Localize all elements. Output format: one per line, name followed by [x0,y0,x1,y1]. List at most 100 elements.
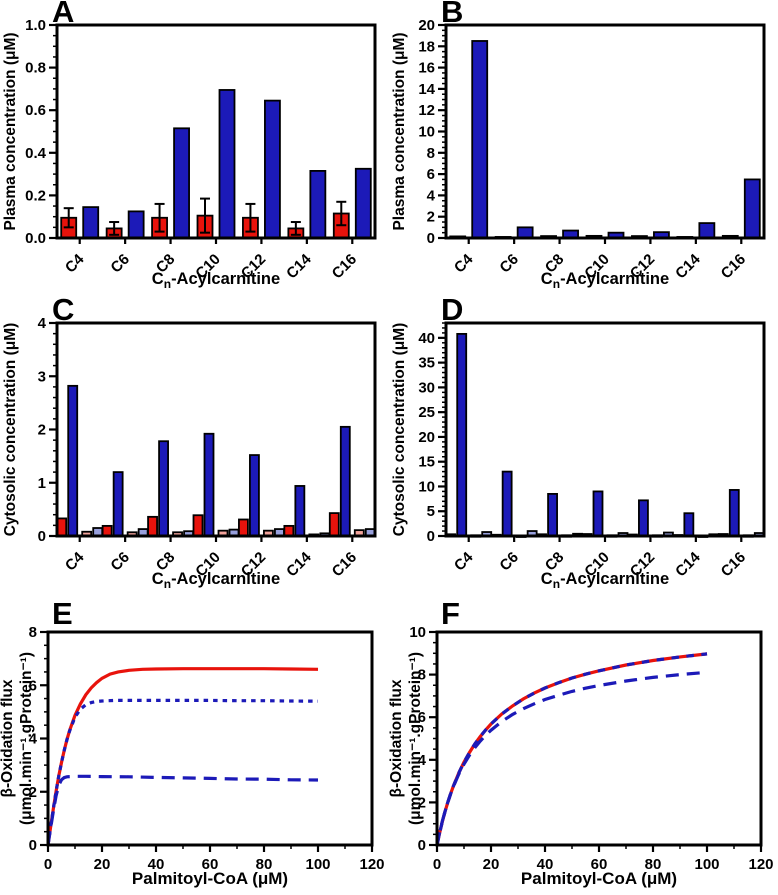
panel-b: 0 2 4 6 8 10 12 14 16 18 20 C4 C6 C8 C10 C12 C14 C16 Plasm… [389,0,778,298]
bar-red-bars-C4 [56,517,68,537]
bar-blue-bars-C14 [683,512,695,537]
x-category-label: C6 [107,251,133,277]
x-category-label: C14 [672,548,704,580]
error-bar-C4 [63,207,74,229]
x-tick-label: 0 [433,856,441,873]
chart-a: 0.00.20.40.60.81.0C4 C6 C8 C10 C12 C14 C16Plas… [2,17,377,291]
bar-blue-bars-C10 [203,432,215,537]
y-tick-label: 5 [427,503,435,520]
y-tick-label: 10 [418,124,435,141]
x-axis-label: Palmitoyl-CoA (μM) [521,869,677,888]
bar-blue-bars-C8 [547,492,558,537]
bar-blue-bars-C16 [743,178,761,239]
curve-blue-short-dash [46,698,319,846]
y-tick-label: 1.0 [25,17,46,34]
y-tick-label: 4 [29,731,38,748]
x-category-label: C6 [107,549,133,575]
y-tick-label: 3 [38,368,46,385]
x-category-label: C16 [718,549,749,580]
bar-red-bars-C16 [328,512,340,537]
bar-blue-bars-C16 [339,425,351,537]
bar-blue-bars-C6 [516,226,534,239]
y-tick-label: 25 [418,404,435,421]
bar-blue-bars-C12 [249,454,260,537]
x-category-label: C4 [62,250,88,276]
bar-blue-bars-C4 [82,206,100,239]
panel-f: 0 2 4 6 8 10 0 20 40 60 80 100 120 β-Oxidation flux (μ… [389,596,778,895]
y-tick-label: 10 [418,478,435,495]
y-axis-label-line1: β-Oxidation flux [0,679,16,797]
plot-border [444,23,766,240]
x-category-label: C6 [496,549,522,575]
y-tick-label: 1 [38,475,46,492]
bar-blue-bars-C10 [592,490,604,537]
bar-blue-bars-C16 [354,167,372,239]
panel-letter-f: F [441,596,460,631]
x-tick-label: 80 [645,856,662,873]
x-category-label: C4 [451,250,477,276]
y-tick-label: 4 [427,187,436,204]
y-axis-label: Cytosolic concentration (μM) [391,323,408,537]
curve-blue-short-dash-overlay [435,652,708,846]
x-tick-label: 40 [148,856,165,873]
bar-red-bars-C6 [101,524,113,537]
y-tick-label: 30 [418,379,435,396]
y-tick-label: 0.6 [25,102,46,119]
bar-blue-bars-C14 [698,222,716,239]
panel-e: 0 2 4 6 8 0 20 40 60 80 100 120 β-Oxidation flux (μmo… [0,596,389,895]
y-tick-label: 12 [418,102,435,119]
y-tick-label: 6 [29,677,37,694]
bar-blue-bars-C4 [456,332,468,537]
x-tick-label: 120 [748,856,773,873]
y-axis-label: Cytosolic concentration (μM) [2,323,19,537]
plot-border [435,630,763,847]
y-tick-label: 0.2 [25,187,46,204]
x-tick-label: 80 [256,856,273,873]
panel-letter-d: D [441,292,464,327]
bar-blue-bars-C12 [264,99,281,239]
x-category-label: C4 [62,548,88,574]
y-axis-label: Plasma concentration (μM) [391,32,408,230]
x-axis-label: Cn-Acylcarnitine [152,570,280,591]
x-category-label: C16 [329,549,360,580]
error-bar-C8 [154,202,165,233]
curve-red-solid [46,667,319,846]
series-blue-bars [471,40,761,239]
x-tick-label: 0 [44,856,52,873]
x-category-label: C4 [451,548,477,574]
error-bar-C10 [200,197,210,234]
series-blue-bars [456,332,740,537]
bar-blue-bars-C14 [309,170,327,239]
x-axis-label: Cn-Acylcarnitine [541,570,669,591]
y-tick-label: 0 [427,528,435,545]
x-tick-label: 100 [305,856,330,873]
bar-blue-bars-C6 [127,210,145,239]
y-tick-label: 16 [418,60,435,77]
series-red-bars [60,197,350,239]
bar-blue-bars-C10 [218,89,236,239]
x-tick-label: 60 [591,856,608,873]
x-tick-label: 100 [694,856,719,873]
plot-border [46,630,374,847]
x-tick-label: 20 [483,856,500,873]
panel-letter-b: B [441,0,464,29]
x-tick-label: 120 [359,856,384,873]
bar-blue-bars-C8 [173,127,190,239]
bar-red-bars-C10 [192,514,204,537]
series-blue-bars [82,89,372,239]
y-axis-label-line1: β-Oxidation flux [389,679,405,797]
bar-blue-bars-C6 [501,470,513,537]
y-tick-label: 0.4 [25,145,47,162]
panel-letter-a: A [52,0,75,29]
y-tick-label: 6 [427,166,435,183]
y-tick-label: 14 [418,81,435,98]
y-tick-label: 2 [29,784,37,801]
panel-a: 0.0 0.2 0.4 0.6 0.8 1.0 C4 C6 C8 C10 C12 C14 C16 Plas… [0,0,389,298]
x-axis-label: Palmitoyl-CoA (μM) [132,869,288,888]
y-tick-label: 10 [409,624,426,641]
y-tick-label: 8 [427,145,435,162]
